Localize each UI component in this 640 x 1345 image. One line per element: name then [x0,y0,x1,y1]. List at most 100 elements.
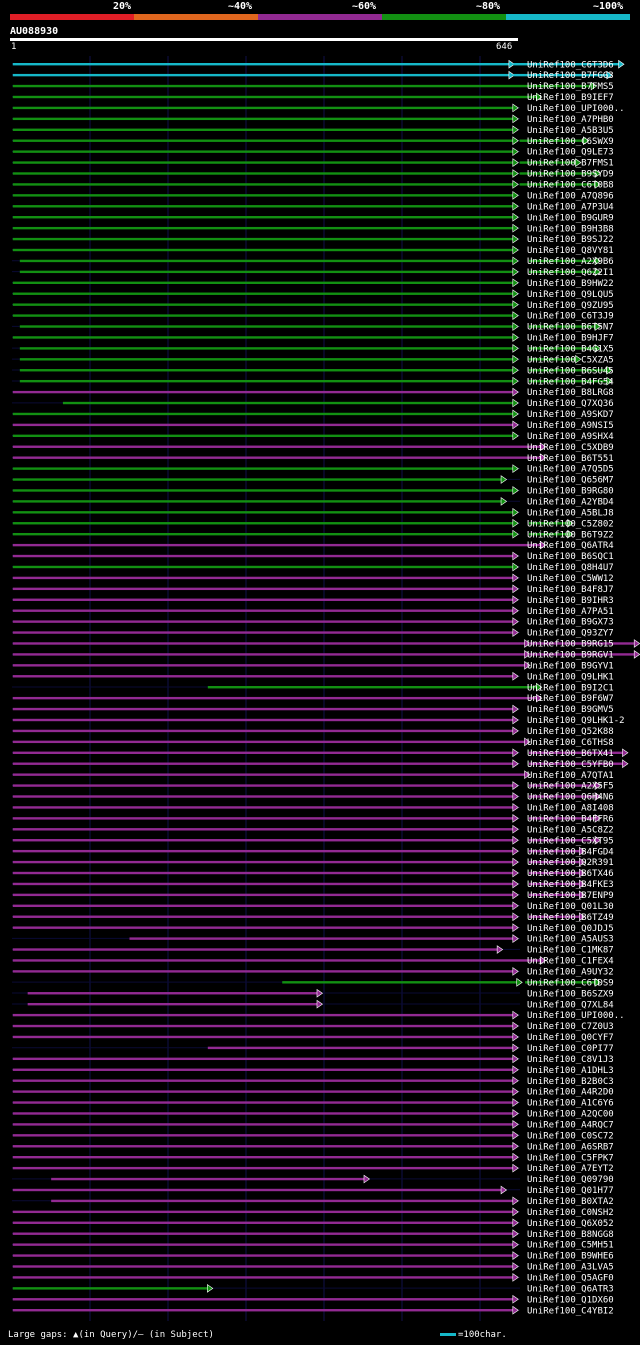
identity-legend: 20% ~40% ~60% ~80% ~100% [0,0,640,22]
hit-arrow [512,464,519,473]
hit-name: UniRef100_A5AUS3 [527,935,614,945]
hit-arrow [594,267,602,277]
hit-arrow [496,945,504,954]
hit-arrow [539,442,547,452]
hit-segment [12,576,514,580]
hit-segment [12,161,514,164]
hit-name: UniRef100_B9GUR9 [527,213,614,223]
hit-segment [12,828,514,831]
hit-arrow [512,180,519,189]
hit-arrow [524,639,531,648]
hit-name: UniRef100_B9SYD9 [527,170,614,180]
hit-segment [528,893,580,897]
hit-arrow [512,715,519,725]
hit-name: UniRef100_A9SKD7 [527,410,614,420]
hit-segment [12,1210,514,1214]
hit-arrow [512,507,519,517]
hit-arrow [512,1109,519,1118]
hit-segment [528,532,569,536]
legend-segment-40 [134,14,258,20]
hit-name: UniRef100_Q6X052 [527,1219,614,1229]
hit-segment [12,653,526,656]
hit-segment [12,412,514,416]
hit-arrow [567,529,574,539]
hit-segment [513,73,608,77]
hit-segment [528,358,576,361]
legend-label-40: ~40% [228,1,253,12]
hit-name: UniRef100_B7FMS5 [527,82,614,92]
hit-segment [12,1309,514,1312]
hit-segment [12,467,514,470]
hit-name: UniRef100_A7PHB0 [527,115,614,125]
hit-segment [12,1123,514,1126]
hit-segment [12,860,514,864]
hit-segment [12,751,514,754]
hit-arrow [512,934,519,943]
hit-name: UniRef100_Q6ATR3 [527,1284,614,1294]
hit-name: UniRef100_A7Q5D5 [527,465,614,475]
hit-arrow [512,387,519,397]
hit-segment [12,522,514,525]
hit-segment [12,1068,514,1071]
hit-segment [12,795,514,798]
hit-name: UniRef100_B6SZX9 [527,989,614,999]
hit-segment [12,1035,514,1039]
hit-segment [528,522,569,525]
hit-arrow [508,59,515,69]
hit-segment [12,1079,514,1082]
hit-segment [27,992,318,995]
hit-name: UniRef100_C6T0B8 [527,181,614,191]
hit-segment [12,1254,514,1257]
hit-arrow [606,365,613,375]
hit-name: UniRef100_Q6Z2I1 [527,268,614,278]
hit-arrow [594,977,602,987]
hit-segment [19,325,514,328]
hit-segment [12,773,526,776]
hit-arrow [512,245,519,255]
hit-segment [12,609,514,612]
hit-segment [528,849,580,853]
hit-arrow [207,1283,214,1293]
hit-segment [528,325,596,328]
hit-arrow [512,704,519,714]
hit-arrow [512,857,519,867]
hit-arrow [512,278,519,288]
hit-arrow [512,1130,519,1140]
hit-name: UniRef100_B6T5N7 [527,323,614,333]
hit-arrow [512,595,519,605]
hit-name: UniRef100_A5C8Z2 [527,825,614,835]
hit-segment [12,1265,514,1268]
hit-segment [12,456,541,459]
hit-segment [12,532,514,536]
hit-name: UniRef100_Q5AGF0 [527,1274,614,1284]
hit-arrow [512,114,519,124]
hit-name: UniRef100_B9GYV1 [527,661,614,671]
legend-segment-100 [506,14,630,20]
hit-segment [528,839,596,842]
hit-arrow [512,103,519,113]
legend-label-80: ~80% [476,1,501,12]
hit-name: UniRef100_UPI000.. [527,1011,625,1021]
hit-segment [12,1057,514,1061]
hit-segment [12,336,514,339]
hit-arrow [512,409,519,419]
hit-name: UniRef100_Q9ZU95 [527,301,614,311]
hit-arrow [512,1294,519,1304]
hit-arrow [512,1032,519,1042]
hit-segment [12,926,514,929]
hit-arrow [512,289,519,299]
hit-segment [528,751,623,754]
hit-segment [12,948,498,951]
hit-segment [12,849,514,853]
hit-name: UniRef100_B4FGD4 [527,847,614,857]
hit-segment [12,620,514,623]
hit-segment [12,63,510,66]
hit-arrow [594,180,602,189]
hit-name: UniRef100_Q656M7 [527,476,614,486]
hit-arrow [524,660,531,670]
hit-arrow [512,376,519,386]
hit-segment [12,1221,514,1224]
hit-name: UniRef100_C5XT95 [527,836,614,846]
hit-segment [12,915,514,918]
